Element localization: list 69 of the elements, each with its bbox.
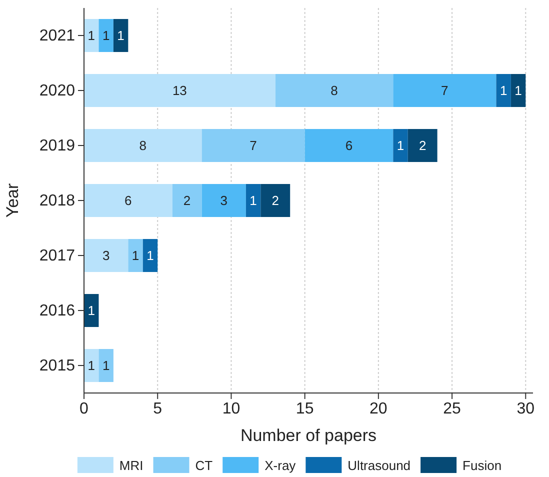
x-tick-label: 5 [153,400,162,418]
x-tick-label: 25 [443,400,462,418]
y-tick-label: 2017 [39,248,76,265]
bar [408,129,438,162]
legend-label: Fusion [462,458,502,473]
y-tick-label: 2021 [39,28,76,45]
bar [84,184,172,217]
data-label: 1 [500,83,508,98]
bar [246,184,261,217]
legend-label: MRI [119,458,144,473]
bar [260,184,290,217]
bar [202,129,305,162]
data-label: 2 [418,138,426,154]
x-tick-label: 0 [80,400,89,418]
bar [128,239,143,272]
bar [84,294,99,327]
x-tick-label: 10 [222,400,240,418]
bar [510,74,526,107]
bar [496,74,511,107]
legend-label: Ultrasound [348,458,411,473]
bar [98,349,114,382]
data-label: 2 [183,193,191,208]
y-tick-label: 2020 [39,82,76,100]
data-label: 2 [272,193,279,208]
legend-label: CT [195,458,213,473]
data-label: 1 [102,28,110,44]
bar [98,19,114,52]
bar [393,74,496,107]
data-label: 1 [250,193,257,208]
data-label: 1 [117,28,124,44]
bar [84,239,128,272]
bar [202,184,246,217]
data-label: 1 [88,303,95,318]
data-label: 8 [139,138,146,154]
bar [304,129,394,162]
bar [84,129,202,162]
y-tick-label: 2016 [39,302,76,320]
bar [84,349,99,382]
data-label: 13 [172,83,187,98]
data-label: 7 [441,83,448,98]
x-axis-title: Number of papers [240,426,377,445]
data-label: 1 [396,138,404,154]
y-tick-label: 2019 [39,138,76,155]
y-tick-label: 2015 [39,358,76,375]
bar [84,19,99,52]
data-label: 1 [102,358,110,374]
x-tick-label: 15 [296,400,314,418]
data-label: 8 [330,83,338,98]
data-label: 1 [146,248,154,264]
data-label: 3 [220,193,228,208]
bar [142,239,158,272]
bar [84,74,276,107]
x-tick-label: 30 [516,400,535,418]
y-tick-label: 2018 [39,192,76,210]
legend-label: X-ray [264,458,296,473]
bar [393,129,408,162]
data-label: 1 [514,83,522,98]
data-label: 6 [345,138,353,154]
data-label: 7 [250,138,257,154]
x-tick-label: 20 [370,400,388,418]
data-label: 1 [132,248,140,264]
data-label: 1 [88,358,95,374]
bar [172,184,202,217]
data-label: 3 [102,248,110,264]
bar [113,19,128,52]
data-label: 6 [124,193,132,208]
bar [275,74,394,107]
y-axis-title: Year [3,182,22,218]
data-label: 1 [88,28,95,44]
